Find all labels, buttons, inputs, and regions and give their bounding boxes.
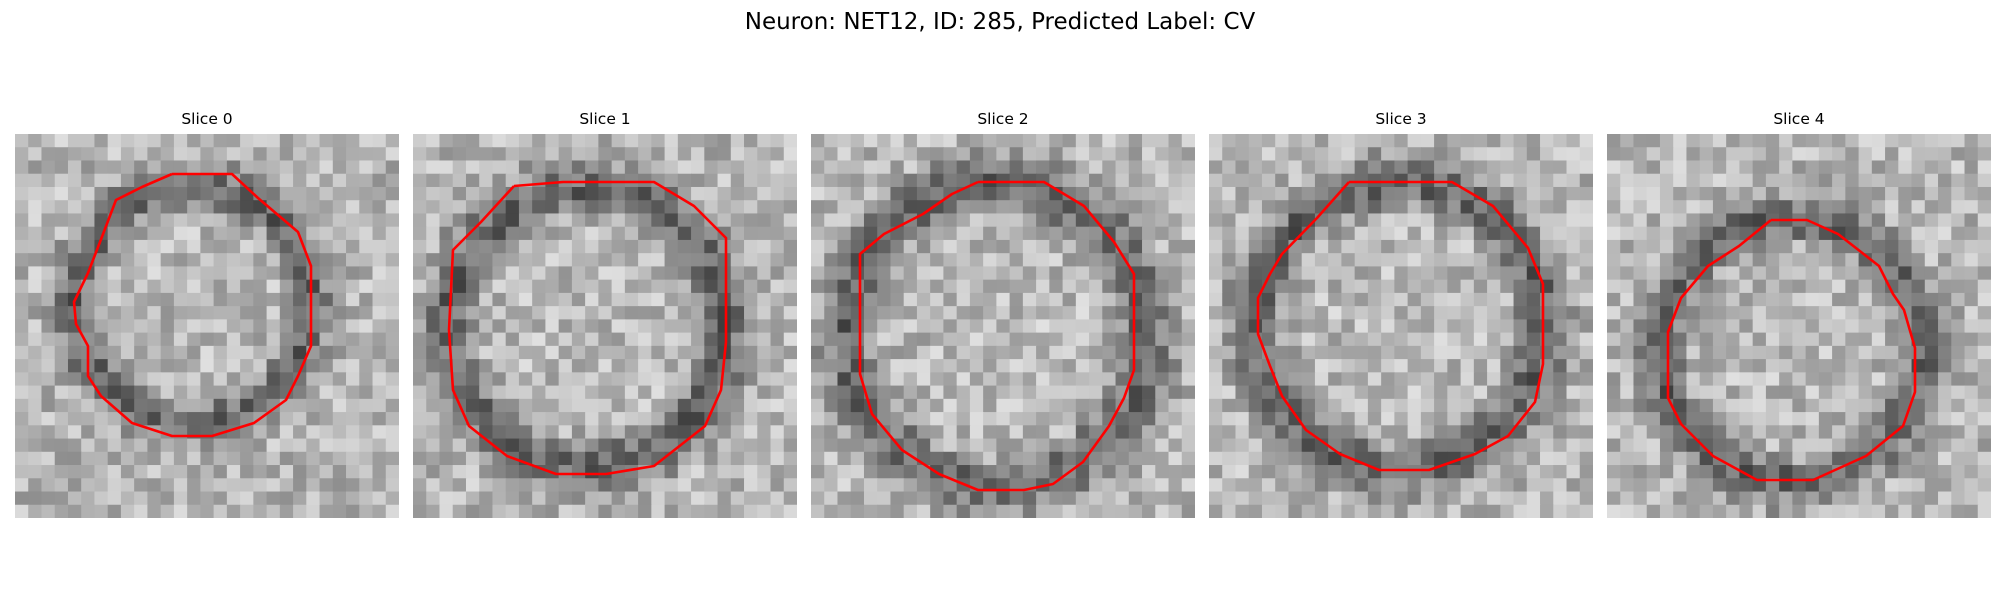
slice-image <box>413 134 797 518</box>
slice-title: Slice 0 <box>181 110 233 128</box>
slice-image <box>1607 134 1991 518</box>
slice-panel-4: Slice 4 <box>1607 106 1991 518</box>
slice-title: Slice 4 <box>1773 110 1825 128</box>
slice-title: Slice 3 <box>1375 110 1427 128</box>
slice-image <box>811 134 1195 518</box>
slice-panel-0: Slice 0 <box>15 106 399 518</box>
slice-panel-3: Slice 3 <box>1209 106 1593 518</box>
slice-panel-2: Slice 2 <box>811 106 1195 518</box>
slice-title: Slice 2 <box>977 110 1029 128</box>
slice-title: Slice 1 <box>579 110 631 128</box>
figure-title: Neuron: NET12, ID: 285, Predicted Label:… <box>744 9 1256 35</box>
slice-panel-1: Slice 1 <box>413 106 797 518</box>
slice-image <box>15 134 399 518</box>
slice-image <box>1209 134 1593 518</box>
